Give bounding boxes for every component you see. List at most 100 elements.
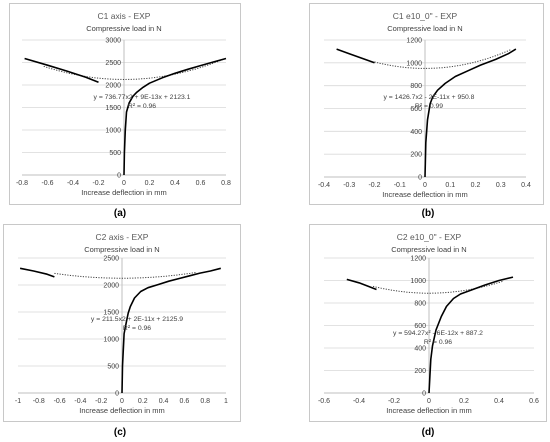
x-tick-label: -0.6 bbox=[318, 398, 330, 405]
y-tick-label: 0 bbox=[422, 391, 426, 398]
x-tick-label: 0.4 bbox=[494, 398, 504, 405]
y-tick-label: 400 bbox=[414, 346, 426, 353]
x-tick-label: 0.3 bbox=[496, 182, 506, 189]
x-axis-label: Increase deflection in mm bbox=[79, 406, 164, 415]
x-tick-label: -0.2 bbox=[95, 398, 107, 405]
y-axis-label: Compressive load in N bbox=[84, 245, 159, 254]
caption-d: (d) bbox=[421, 427, 435, 438]
x-tick-label: 0.4 bbox=[159, 398, 169, 405]
x-tick-label: -0.2 bbox=[368, 182, 380, 189]
chart-title: C1 e10_0" - EXP bbox=[393, 11, 458, 21]
trendline-equation: y = 594.27x² - 6E-12x + 887.2 bbox=[393, 330, 483, 337]
x-tick-label: 0 bbox=[120, 398, 124, 405]
y-tick-label: 1000 bbox=[410, 278, 426, 285]
chart-panel-b: 0 200 400 600 800 1000 1200 -0.4 -0.3 -0.2 -0.1 0 0.… bbox=[309, 3, 544, 205]
chart-svg-c: 0 500 1000 1500 2000 2500 -1 -0.8 -0.6 -0.4 -0.2 0 0… bbox=[15, 232, 228, 415]
x-tick-label: 0.2 bbox=[145, 180, 155, 187]
y-tick-label: 200 bbox=[410, 152, 422, 159]
r-squared-label: R² = 0.96 bbox=[128, 103, 156, 110]
series-line-2 bbox=[123, 57, 227, 176]
y-tick-label: 1200 bbox=[410, 256, 426, 263]
y-axis-label: Compressive load in N bbox=[391, 245, 466, 254]
y-tick-label: 800 bbox=[414, 301, 426, 308]
x-tick-label: 0 bbox=[427, 398, 431, 405]
y-tick-label: 2500 bbox=[105, 60, 121, 67]
x-tick-label: -0.3 bbox=[343, 182, 355, 189]
chart-title: C2 e10_0" - EXP bbox=[397, 232, 462, 242]
y-tick-label: 1000 bbox=[406, 60, 422, 67]
y-tick-label: 1500 bbox=[105, 105, 121, 112]
y-axis-label: Compressive load in N bbox=[387, 24, 462, 33]
x-tick-label: 0.8 bbox=[200, 398, 210, 405]
y-tick-label: 2000 bbox=[103, 283, 119, 290]
x-axis-label: Increase deflection in mm bbox=[386, 406, 471, 415]
x-tick-label: 0.8 bbox=[221, 180, 231, 187]
y-tick-label: 1200 bbox=[406, 38, 422, 45]
r-squared-label: R² = 0.96 bbox=[424, 339, 452, 346]
y-tick-label: 3000 bbox=[105, 38, 121, 45]
trendline bbox=[43, 59, 223, 81]
x-tick-label: 0 bbox=[423, 182, 427, 189]
x-axis-label: Increase deflection in mm bbox=[81, 188, 166, 197]
y-tick-label: 1000 bbox=[105, 128, 121, 135]
y-tick-label: 2000 bbox=[105, 83, 121, 90]
chart-panel-d: 0 200 400 600 800 1000 1200 -0.6 -0.4 -0.2 0 0.2 0.4… bbox=[309, 224, 547, 422]
x-tick-label: 1 bbox=[224, 398, 228, 405]
x-tick-label: -0.2 bbox=[92, 180, 104, 187]
trendline bbox=[374, 49, 512, 69]
x-tick-label: 0.6 bbox=[529, 398, 539, 405]
trendline bbox=[372, 280, 503, 294]
series-line-1 bbox=[24, 57, 99, 84]
trendline-equation: y = 211.5x2 + 2E-11x + 2125.9 bbox=[91, 316, 183, 323]
caption-a: (a) bbox=[113, 208, 127, 219]
series-line-1 bbox=[336, 48, 375, 64]
chart-title: C2 axis - EXP bbox=[96, 232, 149, 242]
y-tick-label: 500 bbox=[107, 364, 119, 371]
x-tick-label: 0.2 bbox=[459, 398, 469, 405]
y-tick-label: 200 bbox=[414, 368, 426, 375]
x-tick-label: 0.1 bbox=[445, 182, 455, 189]
x-tick-label: -0.2 bbox=[388, 398, 400, 405]
y-tick-label: 600 bbox=[410, 106, 422, 113]
x-tick-label: 0.6 bbox=[196, 180, 206, 187]
chart-svg-b: 0 200 400 600 800 1000 1200 -0.4 -0.3 -0.2 -0.1 0 0.… bbox=[318, 11, 531, 199]
x-tick-label: -1 bbox=[15, 398, 21, 405]
x-tick-label: -0.6 bbox=[54, 398, 66, 405]
series-line-1 bbox=[346, 278, 377, 291]
trendline-equation: y = 736.77x2 + 9E-13x + 2123.1 bbox=[94, 94, 191, 101]
r-squared-label: R² = 0.99 bbox=[415, 103, 443, 110]
r-squared-label: R² = 0.96 bbox=[123, 325, 151, 332]
series-line-2 bbox=[121, 267, 222, 394]
y-tick-label: 0 bbox=[418, 175, 422, 182]
y-tick-label: 600 bbox=[414, 323, 426, 330]
chart-panel-a: 0 500 1000 1500 2000 2500 3000 -0.8 -0.6 -0.4 -0.2… bbox=[9, 3, 241, 205]
chart-svg-d: 0 200 400 600 800 1000 1200 -0.6 -0.4 -0.2 0 0.2 0.4… bbox=[318, 232, 539, 415]
chart-svg-a: 0 500 1000 1500 2000 2500 3000 -0.8 -0.6 -0.4 -0.2… bbox=[16, 11, 231, 197]
caption-b: (b) bbox=[421, 208, 435, 219]
y-axis-label: Compressive load in N bbox=[86, 24, 161, 33]
series-line-2 bbox=[428, 276, 514, 394]
x-tick-label: 0.6 bbox=[180, 398, 190, 405]
x-tick-label: -0.4 bbox=[67, 180, 79, 187]
caption-c: (c) bbox=[113, 427, 127, 438]
x-tick-label: 0.2 bbox=[471, 182, 481, 189]
series-line-2 bbox=[424, 48, 517, 178]
chart-panel-c: 0 500 1000 1500 2000 2500 -1 -0.8 -0.6 -0.4 -0.2 0 0… bbox=[3, 224, 241, 422]
y-tick-label: 1000 bbox=[103, 337, 119, 344]
y-tick-label: 800 bbox=[410, 83, 422, 90]
x-tick-label: -0.8 bbox=[16, 180, 28, 187]
chart-title: C1 axis - EXP bbox=[98, 11, 151, 21]
x-tick-label: -0.8 bbox=[33, 398, 45, 405]
x-tick-label: 0.4 bbox=[521, 182, 531, 189]
y-tick-label: 400 bbox=[410, 129, 422, 136]
x-tick-label: -0.1 bbox=[394, 182, 406, 189]
x-tick-label: -0.6 bbox=[41, 180, 53, 187]
x-tick-label: 0.4 bbox=[170, 180, 180, 187]
x-tick-label: 0 bbox=[122, 180, 126, 187]
y-tick-label: 1500 bbox=[103, 310, 119, 317]
trendline bbox=[54, 271, 197, 279]
series-line-1 bbox=[19, 267, 55, 278]
x-tick-label: -0.4 bbox=[318, 182, 330, 189]
x-tick-label: -0.4 bbox=[74, 398, 86, 405]
y-tick-label: 500 bbox=[109, 150, 121, 157]
